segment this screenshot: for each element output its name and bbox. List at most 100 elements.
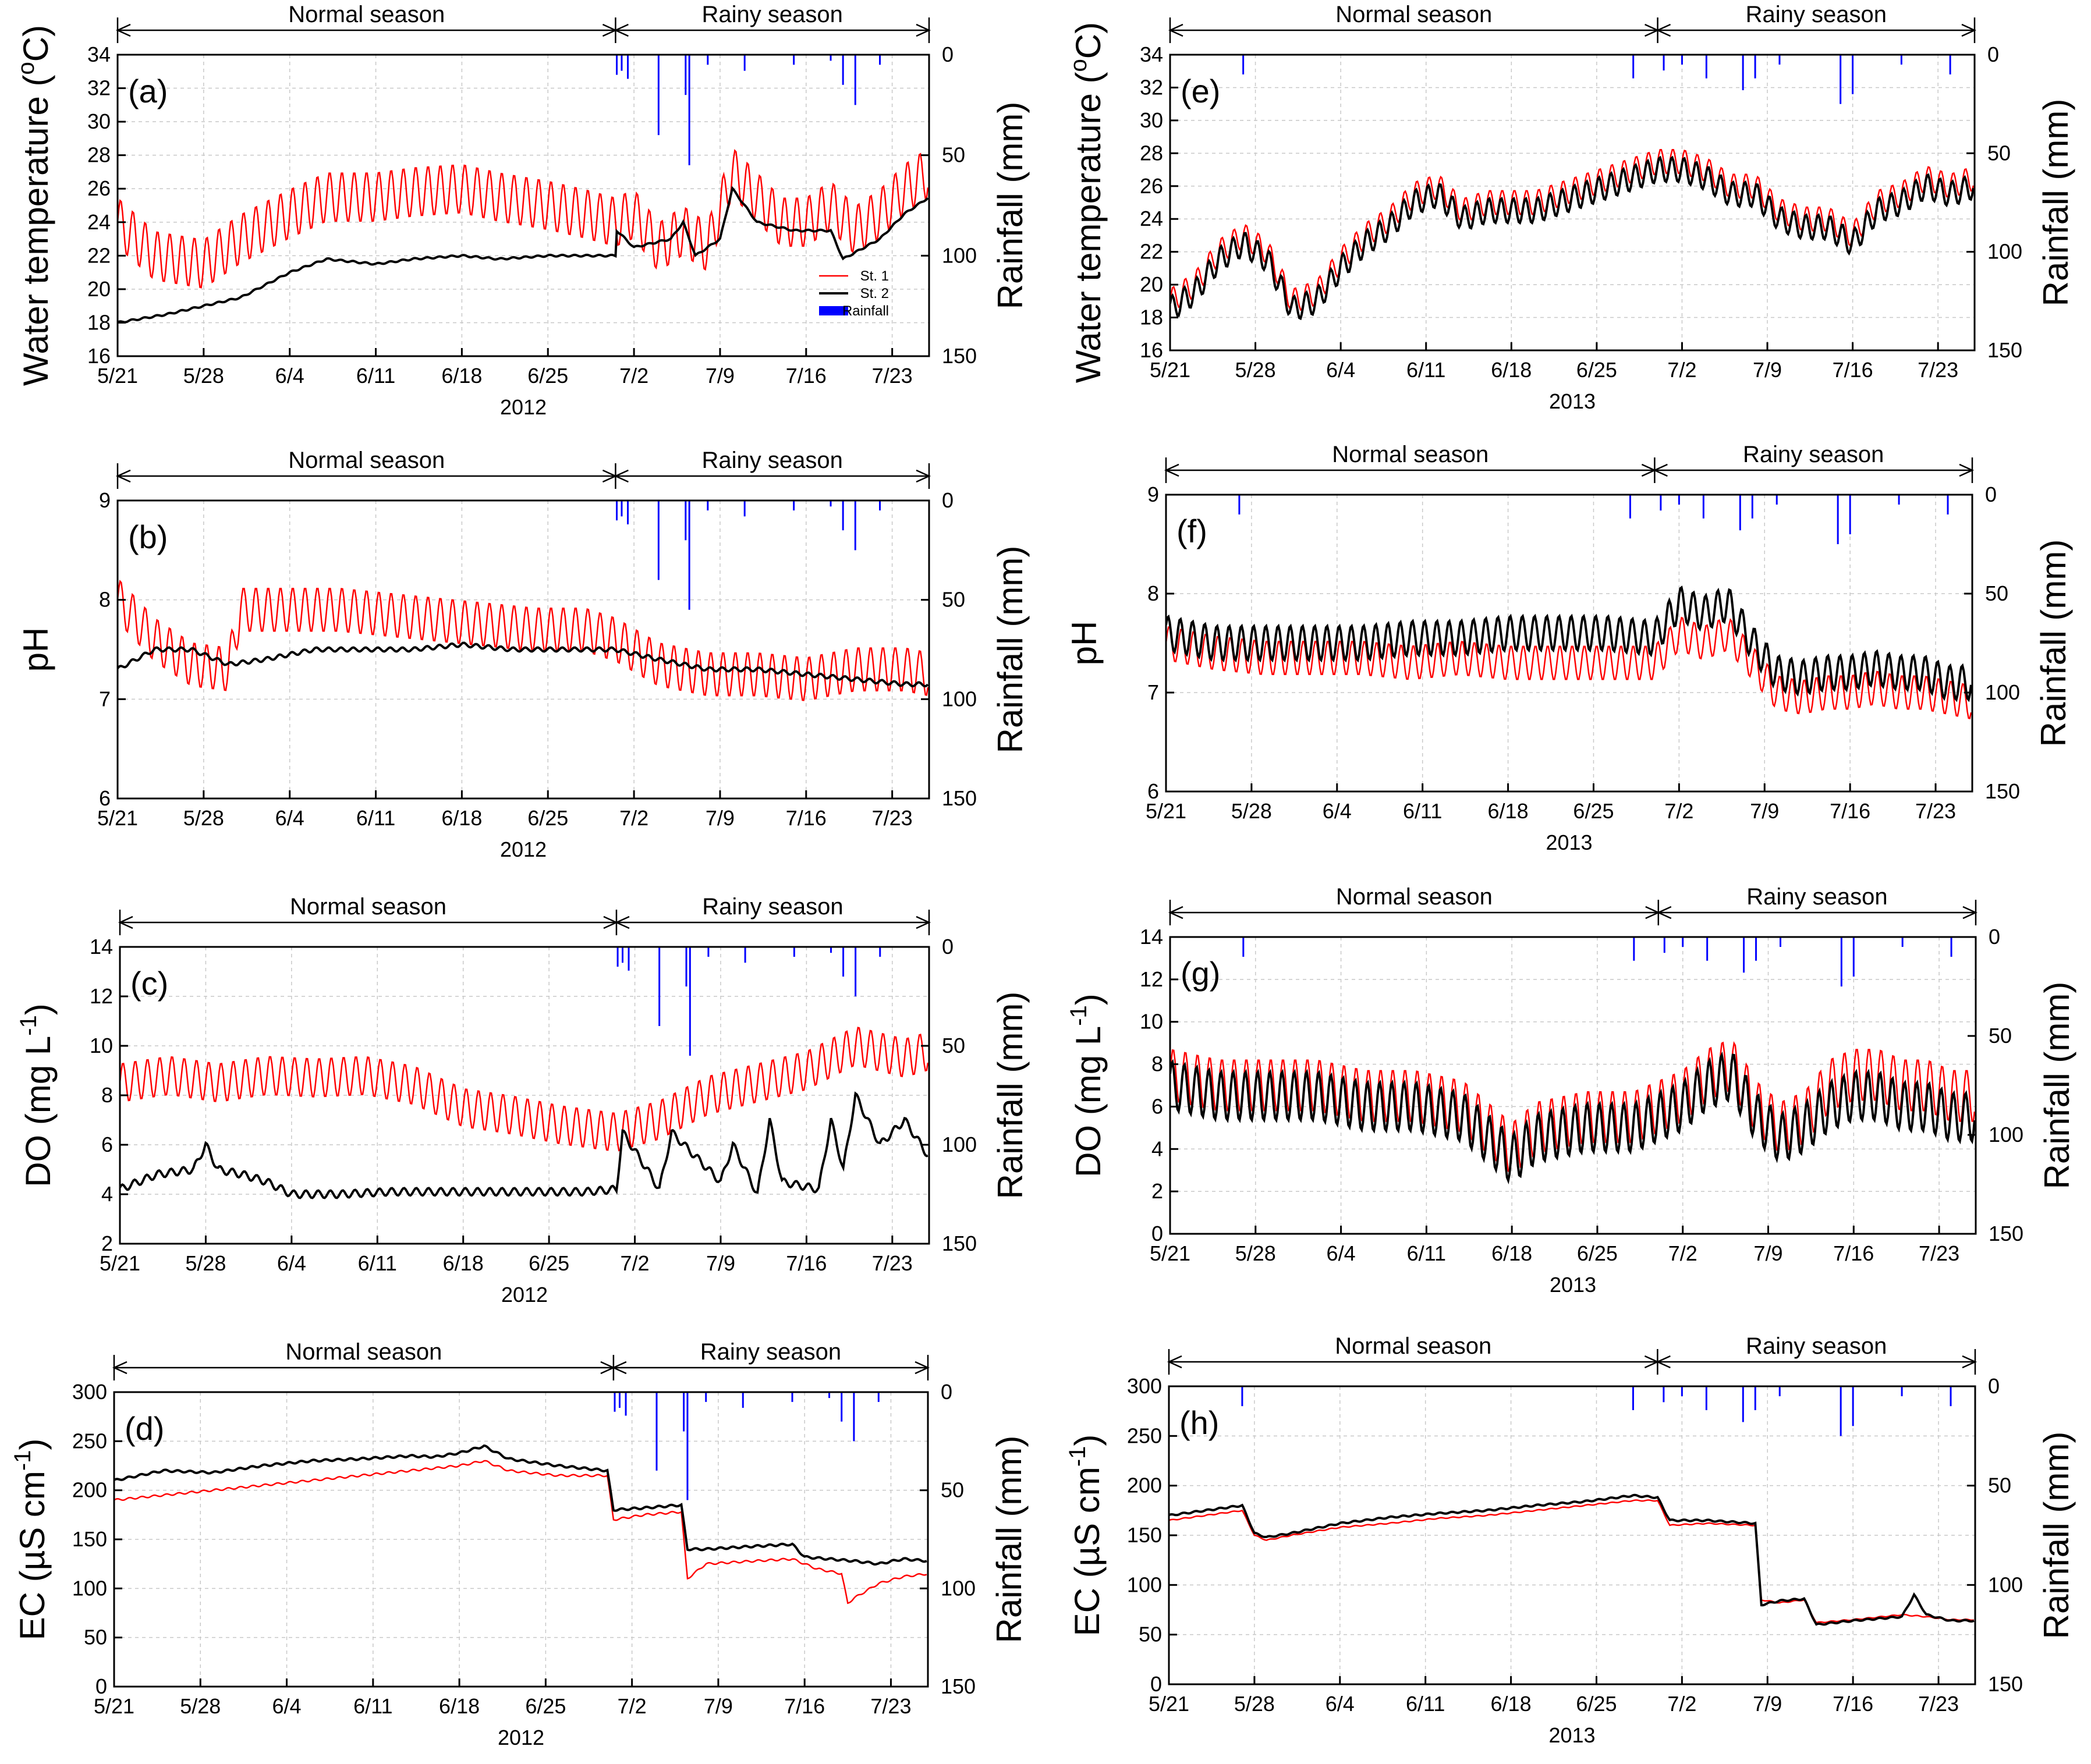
y-axis-label: pH xyxy=(16,627,55,672)
series-line-st2 xyxy=(114,1444,927,1566)
x-tick-label: 7/2 xyxy=(1664,799,1693,823)
x-tick-label: 7/9 xyxy=(1753,1692,1782,1716)
x-tick-label: 6/4 xyxy=(272,1694,302,1718)
y-tick-label: 32 xyxy=(87,76,111,100)
x-tick-label: 7/16 xyxy=(786,1251,827,1275)
y-axis-label: Water temperature (oC) xyxy=(13,25,55,386)
rain-tick-label: 100 xyxy=(942,687,977,711)
x-tick-label: 6/18 xyxy=(439,1694,480,1718)
rain-tick-label: 0 xyxy=(1989,925,2000,949)
season-arrowhead xyxy=(611,1361,627,1375)
y-tick-label: 50 xyxy=(1139,1623,1162,1646)
legend-label: Rainfall xyxy=(842,303,889,319)
x-tick-label: 7/9 xyxy=(1753,1241,1782,1265)
rain-tick-label: 50 xyxy=(1988,1474,2011,1497)
x-tick-label: 5/28 xyxy=(1235,1241,1276,1265)
panel-d: 5/21 5/28 6/4 6/11 6/18 6/25 7/2 7/9 7/16 7/23 201… xyxy=(10,1339,1029,1749)
y-tick-label: 16 xyxy=(1140,338,1163,362)
x-tick-label: 5/21 xyxy=(97,364,138,388)
x-axis-label: 2013 xyxy=(1546,830,1592,854)
y-tick-label: 9 xyxy=(1147,482,1159,506)
x-tick-label: 7/16 xyxy=(786,806,827,830)
plot-area xyxy=(118,501,929,701)
y-tick-label: 6 xyxy=(1151,1094,1163,1118)
rain-tick-label: 100 xyxy=(1987,240,2022,264)
series-line-st2 xyxy=(118,641,929,688)
x-tick-label: 6/25 xyxy=(1573,799,1614,823)
y-tick-label: 8 xyxy=(1147,581,1159,605)
y-tick-label: 14 xyxy=(90,935,113,959)
x-tick-label: 7/2 xyxy=(619,806,648,830)
rain-tick-label: 50 xyxy=(941,1478,964,1502)
season-label-normal: Normal season xyxy=(1336,884,1493,910)
y-tick-label: 30 xyxy=(87,109,111,133)
y-tick-label: 8 xyxy=(99,588,111,612)
x-tick-label: 6/18 xyxy=(441,364,482,388)
rain-tick-label: 50 xyxy=(942,1034,965,1057)
rain-tick-label: 150 xyxy=(941,1674,976,1698)
x-tick-label: 6/4 xyxy=(275,364,304,388)
panel-f: 5/21 5/28 6/4 6/11 6/18 6/25 7/2 7/9 7/16 7/23 201… xyxy=(1065,442,2073,854)
series-line-st2 xyxy=(120,1091,928,1199)
rain-tick-label: 50 xyxy=(1989,1024,2012,1048)
x-tick-label: 6/25 xyxy=(527,364,568,388)
x-tick-label: 7/23 xyxy=(1919,1241,1959,1265)
plot-frame xyxy=(1169,54,1976,352)
season-arrowhead xyxy=(916,469,931,483)
season-arrowhead xyxy=(1167,1355,1182,1369)
series-line-st2 xyxy=(1170,155,1975,321)
y-tick-label: 26 xyxy=(87,176,111,200)
x-tick-label: 7/23 xyxy=(872,806,913,830)
series-line-st2 xyxy=(1170,1051,1976,1185)
x-tick-label: 7/23 xyxy=(1918,358,1958,382)
rain-tick-label: 0 xyxy=(1987,42,1999,66)
x-tick-label: 6/4 xyxy=(1327,1241,1356,1265)
y-tick-label: 30 xyxy=(1140,108,1163,132)
x-tick-label: 7/2 xyxy=(1668,1241,1697,1265)
x-tick-label: 6/25 xyxy=(525,1694,566,1718)
season-label-rainy: Rainy season xyxy=(1746,884,1887,910)
season-label-rainy: Rainy season xyxy=(702,448,843,473)
series-line-st1 xyxy=(118,579,929,701)
series-line-st1 xyxy=(1166,616,1972,719)
x-tick-label: 7/16 xyxy=(1830,799,1870,823)
rain-tick-label: 100 xyxy=(942,1133,977,1156)
x-tick-label: 6/18 xyxy=(1488,799,1529,823)
plot-area xyxy=(120,947,929,1199)
rain-tick-label: 100 xyxy=(1985,680,2020,704)
x-tick-label: 6/4 xyxy=(277,1251,306,1275)
season-arrowhead xyxy=(1656,1355,1671,1369)
legend-swatch xyxy=(819,306,848,315)
season-label-rainy: Rainy season xyxy=(702,2,843,27)
x-tick-label: 6/11 xyxy=(1407,1241,1446,1265)
x-tick-label: 7/16 xyxy=(1833,1241,1874,1265)
rain-tick-label: 50 xyxy=(942,588,965,612)
x-tick-label: 7/2 xyxy=(619,364,648,388)
season-arrowhead xyxy=(112,1361,127,1375)
season-arrowhead xyxy=(115,23,131,37)
rain-tick-label: 100 xyxy=(942,243,977,267)
x-tick-label: 6/25 xyxy=(1577,1241,1618,1265)
x-tick-label: 6/11 xyxy=(356,806,395,830)
season-arrowhead xyxy=(916,23,931,37)
y-tick-label: 24 xyxy=(87,210,111,234)
series-line-st1 xyxy=(114,1460,927,1605)
y-tick-label: 0 xyxy=(1150,1672,1162,1696)
x-axis-label: 2012 xyxy=(498,1726,544,1749)
x-tick-label: 7/2 xyxy=(621,1251,650,1275)
rain-axis-label: Rainfall (mm) xyxy=(2034,540,2073,747)
x-tick-label: 7/23 xyxy=(1915,799,1956,823)
x-tick-label: 5/28 xyxy=(183,806,224,830)
plot-area xyxy=(1169,1386,1975,1626)
season-label-normal: Normal season xyxy=(285,1339,442,1365)
season-label-rainy: Rainy season xyxy=(1746,2,1887,27)
series-line-st2 xyxy=(1169,1493,1975,1626)
panel-e: 5/21 5/28 6/4 6/11 6/18 6/25 7/2 7/9 7/16 7/23201… xyxy=(1066,2,2075,413)
season-label-normal: Normal season xyxy=(1332,442,1488,467)
x-tick-label: 6/11 xyxy=(1406,1692,1445,1716)
y-tick-label: 6 xyxy=(101,1133,113,1156)
y-tick-label: 4 xyxy=(1151,1137,1163,1160)
y-tick-label: 20 xyxy=(1140,272,1163,296)
season-arrowhead xyxy=(1962,906,1978,920)
season-label-rainy: Rainy season xyxy=(1743,442,1884,467)
